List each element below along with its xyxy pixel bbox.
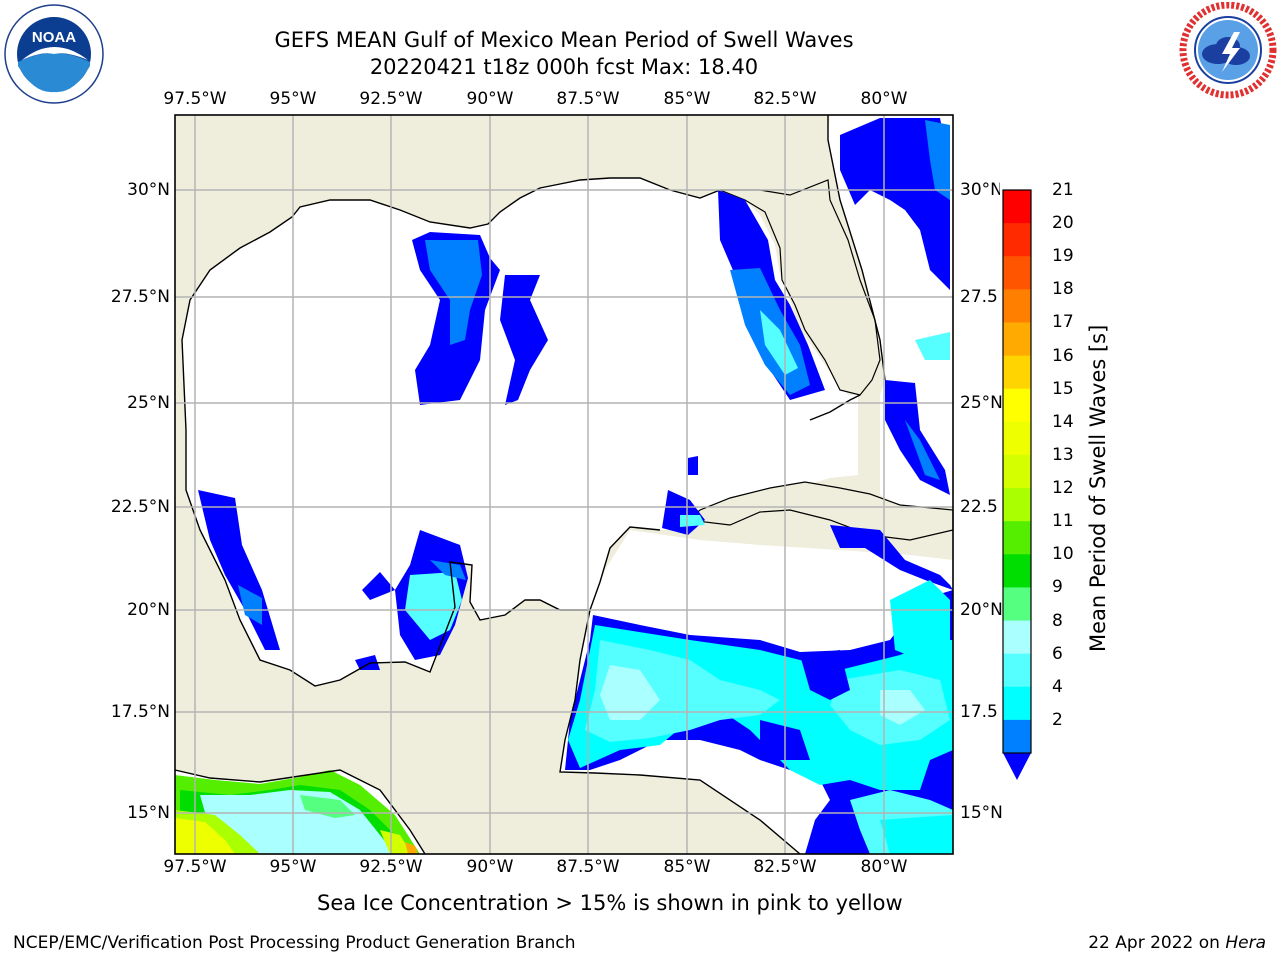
footer-machine: Hera: [1225, 933, 1266, 953]
colorbar: [1002, 189, 1032, 780]
colorbar-tick-label: 6: [1052, 643, 1063, 664]
lon-tick-top: 85°W: [663, 89, 711, 109]
lon-tick-top: 80°W: [860, 89, 908, 109]
lat-tick-right: 25°N: [960, 393, 1003, 413]
lon-tick-bottom: 92.5°W: [359, 857, 423, 877]
colorbar-band: [1003, 355, 1031, 390]
lat-tick-left: 20°N: [127, 600, 170, 620]
lon-tick-bottom: 87.5°W: [556, 857, 620, 877]
colorbar-tick-label: 9: [1052, 577, 1063, 598]
lon-tick-top: 82.5°W: [753, 89, 817, 109]
colorbar-frame: [1002, 189, 1032, 754]
lon-tick-bottom: 80°W: [860, 857, 908, 877]
graticule: [175, 115, 953, 854]
chart-subtitle: 20220421 t18z 000h fcst Max: 18.40: [369, 55, 759, 79]
colorbar-extend-arrow: [1003, 753, 1031, 780]
lon-tick-top: 97.5°W: [163, 89, 227, 109]
colorbar-band: [1003, 388, 1031, 423]
lon-tick-bottom: 95°W: [269, 857, 317, 877]
colorbar-tick-label: 20: [1052, 213, 1074, 234]
colorbar-band: [1003, 653, 1031, 688]
lon-tick-top: 92.5°W: [359, 89, 423, 109]
colorbar-tick-label: 15: [1052, 378, 1074, 399]
colorbar-tick-label: 13: [1052, 444, 1074, 465]
lon-tick-bottom: 97.5°W: [163, 857, 227, 877]
colorbar-tick-label: 10: [1052, 544, 1074, 565]
colorbar-band: [1003, 322, 1031, 357]
swell-contours: [175, 118, 953, 854]
lon-tick-top: 90°W: [466, 89, 514, 109]
lat-tick-left: 17.5°N: [110, 702, 170, 722]
lon-tick-top: 95°W: [269, 89, 317, 109]
colorbar-band: [1003, 289, 1031, 323]
colorbar-band: [1003, 620, 1031, 655]
colorbar-bands: [1003, 190, 1031, 754]
colorbar-band: [1003, 421, 1031, 456]
lon-tick-bottom: 82.5°W: [753, 857, 817, 877]
lon-tick-bottom: 90°W: [466, 857, 514, 877]
colorbar-tick-label: 8: [1052, 610, 1063, 631]
svg-text:NOAA: NOAA: [32, 29, 76, 46]
lat-tick-right: 27.5: [960, 287, 998, 307]
colorbar-tick-label: 14: [1052, 411, 1074, 432]
lon-tick-bottom: 85°W: [663, 857, 711, 877]
footer-branch: NCEP/EMC/Verification Post Processing Pr…: [13, 933, 576, 953]
lat-tick-right: 17.5: [960, 702, 998, 722]
lon-tick-top: 87.5°W: [556, 89, 620, 109]
colorbar-band: [1003, 719, 1031, 754]
colorbar-tick-label: 19: [1052, 246, 1074, 267]
colorbar-band: [1003, 256, 1031, 290]
colorbar-band: [1003, 521, 1031, 555]
colorbar-band: [1003, 686, 1031, 721]
colorbar-tick-label: 16: [1052, 345, 1074, 366]
lat-tick-left: 30°N: [127, 180, 170, 200]
sea-ice-note: Sea Ice Concentration > 15% is shown in …: [317, 891, 903, 915]
colorbar-tick-label: 2: [1052, 709, 1063, 730]
lat-tick-right: 20°N: [960, 600, 1003, 620]
colorbar-tick-label: 4: [1052, 676, 1063, 697]
lat-tick-right: 15°N: [960, 803, 1003, 823]
colorbar-tick-label: 17: [1052, 312, 1074, 333]
colorbar-tick-label: 11: [1052, 511, 1074, 532]
gulf-of-mexico-water: [182, 178, 858, 686]
colorbar-label: Mean Period of Swell Waves [s]: [1086, 324, 1110, 652]
footer-date-text: 22 Apr 2022 on: [1088, 933, 1226, 953]
footer-date: 22 Apr 2022 on Hera: [1088, 933, 1266, 953]
lat-tick-left: 15°N: [127, 803, 170, 823]
lat-tick-left: 22.5°N: [110, 497, 170, 517]
lat-tick-right: 30°N: [960, 180, 1000, 200]
colorbar-band: [1003, 587, 1031, 622]
colorbar-tick-label: 12: [1052, 478, 1074, 499]
noaa-logo: NOAA: [4, 4, 104, 104]
colorbar-band: [1003, 554, 1031, 588]
colorbar-band: [1003, 488, 1031, 522]
lat-tick-right: 22.5: [960, 497, 998, 517]
map-frame: [174, 114, 954, 855]
colorbar-tick-label: 21: [1052, 180, 1074, 200]
coastlines: [174, 115, 886, 855]
nws-logo: [1178, 1, 1278, 102]
colorbar-band: [1003, 190, 1031, 224]
colorbar-tick-label: 18: [1052, 279, 1074, 300]
lat-tick-left: 25°N: [127, 393, 170, 413]
lat-tick-left: 27.5°N: [110, 287, 170, 307]
colorbar-band: [1003, 223, 1031, 257]
florida-land: [719, 179, 881, 396]
colorbar-band: [1003, 454, 1031, 489]
chart-title: GEFS MEAN Gulf of Mexico Mean Period of …: [274, 28, 854, 52]
